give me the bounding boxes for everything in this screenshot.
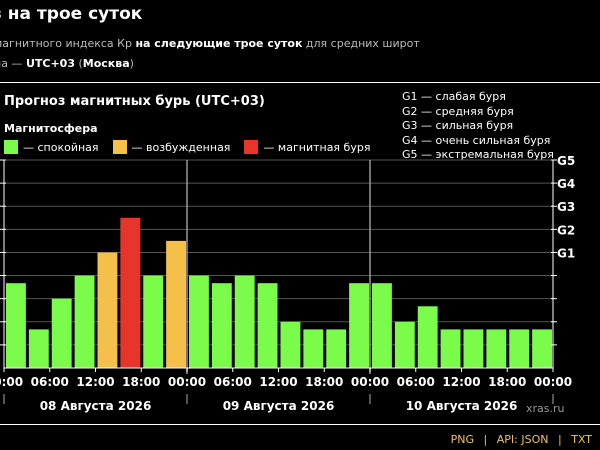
- storm-swatch: [244, 140, 259, 154]
- excited-swatch: [112, 140, 127, 154]
- day-label: 08 Августа 2026: [40, 399, 152, 413]
- kp-bar: [417, 306, 438, 368]
- x-tick-label: 06:00: [397, 375, 435, 389]
- kp-bar: [509, 329, 530, 368]
- kp-bar: [234, 275, 255, 368]
- watermark: xras.ru: [526, 402, 565, 415]
- g-legend-g5: G5 — экстремальная буря: [402, 148, 554, 161]
- kp-bar: [189, 275, 209, 368]
- magnetosphere-label: Магнитосфера: [4, 122, 98, 135]
- x-tick-label: 18:00: [305, 375, 343, 389]
- kp-bar: [74, 275, 95, 368]
- page-title: з на трое суток: [0, 4, 143, 24]
- x-tick-label: 12:00: [442, 375, 480, 389]
- calm-label: — спокойная: [23, 140, 99, 154]
- x-tick-label: 00:00: [168, 375, 206, 389]
- api-label: API:: [496, 433, 522, 446]
- page-subtitle: магнитного индекса Кр на следующие трое …: [0, 37, 420, 50]
- x-tick-label: 06:00: [214, 375, 252, 389]
- x-tick-label: 12:00: [76, 375, 114, 389]
- g-legend-g4: G4 — очень сильная буря: [402, 133, 551, 147]
- txt-link[interactable]: TXT: [571, 433, 592, 446]
- g-tick-label: G3: [557, 200, 575, 214]
- storm-label: — магнитная буря: [263, 140, 371, 154]
- g-legend-g1: G1 — слабая буря: [402, 90, 506, 103]
- x-tick-label: 00:00: [0, 375, 23, 389]
- kp-bar: [394, 321, 415, 368]
- day-label: 10 Августа 2026: [406, 399, 518, 413]
- kp-bar: [372, 283, 392, 368]
- kp-bar: [97, 252, 118, 368]
- kp-bar: [463, 329, 484, 368]
- footer-separator: |: [483, 433, 488, 446]
- chart-panel: [0, 82, 600, 425]
- x-tick-label: 06:00: [31, 375, 69, 389]
- chart-title: Прогноз магнитных бурь (UTC+03): [4, 94, 265, 109]
- kp-legend: — спокойная — возбужденная — магнитная б…: [4, 140, 384, 154]
- kp-bar: [143, 275, 164, 368]
- x-tick-label: 12:00: [259, 375, 297, 389]
- kp-bar: [6, 283, 26, 368]
- kp-bar: [28, 329, 49, 368]
- kp-bar: [326, 329, 347, 368]
- kp-bar: [211, 283, 232, 368]
- x-tick-label: 18:00: [488, 375, 526, 389]
- x-tick-label: 00:00: [351, 375, 389, 389]
- footer-separator: |: [558, 433, 562, 446]
- kp-bar: [280, 321, 301, 368]
- json-link[interactable]: JSON: [521, 433, 549, 446]
- g-legend-g2: G2 — средняя буря: [402, 104, 514, 118]
- x-tick-label: 00:00: [534, 375, 572, 389]
- kp-bar: [257, 283, 278, 368]
- timezone-note: на — UTC+03 (Москва): [0, 57, 134, 70]
- kp-bar: [166, 240, 186, 368]
- footer-links: PNG | API: JSON | TXT: [451, 433, 592, 446]
- kp-bar: [440, 329, 461, 368]
- kp-bar: [486, 329, 507, 368]
- kp-bar: [532, 329, 552, 368]
- x-tick-label: 18:00: [122, 375, 160, 389]
- png-link[interactable]: PNG: [450, 433, 475, 446]
- g-scale-legend: G1 — слабая буря G2 — средняя буря G3 — …: [402, 90, 554, 163]
- g-legend-g3: G3 — сильная буря: [402, 119, 514, 132]
- kp-bar: [120, 217, 141, 368]
- g-tick-label: G4: [557, 177, 575, 191]
- g-tick-label: G1: [557, 246, 575, 260]
- g-tick-label: G5: [557, 154, 575, 168]
- day-label: 09 Августа 2026: [223, 399, 335, 413]
- kp-bar: [349, 283, 369, 368]
- kp-bar: [303, 329, 324, 368]
- g-tick-label: G2: [557, 223, 575, 237]
- calm-swatch: [4, 140, 18, 154]
- excited-label: — возбужденная: [131, 140, 231, 154]
- kp-bar: [51, 298, 72, 368]
